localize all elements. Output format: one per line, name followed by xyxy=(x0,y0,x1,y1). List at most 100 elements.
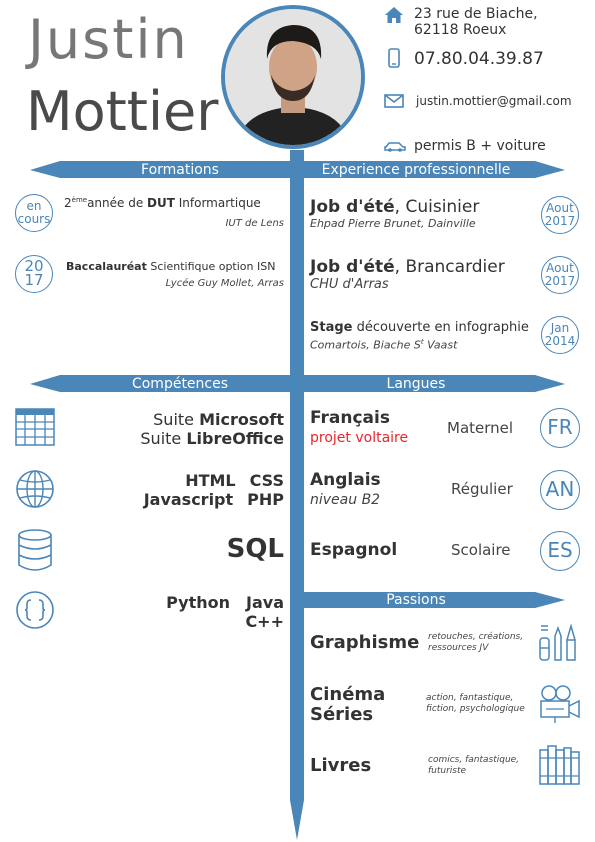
language-code-badge: ES xyxy=(540,531,580,571)
job-title: Job d'été, Cuisinier xyxy=(310,197,479,217)
language-level: Maternel xyxy=(447,419,514,437)
web-skills-row-1: HTML CSS xyxy=(120,471,284,490)
formation-year: 2 xyxy=(64,196,72,210)
badge-year: 2017 xyxy=(544,274,576,288)
passion-name: Graphisme xyxy=(310,632,420,653)
language-note: projet voltaire xyxy=(310,430,409,446)
passion-name: Cinéma Séries xyxy=(310,685,385,725)
job-role: découverte en infographie xyxy=(352,320,529,335)
section-title-competences: Compétences xyxy=(131,376,229,392)
avatar-illustration xyxy=(225,9,361,145)
passion-description: action, fantastique, fiction, psychologiq… xyxy=(426,693,525,715)
badge-month: Jan xyxy=(550,321,570,335)
globe-icon xyxy=(16,470,54,508)
passion-desc-line-1: retouches, créations, xyxy=(428,632,524,642)
address-line-1: 23 rue de Biache, xyxy=(414,6,538,22)
phone-number: 07.80.04.39.87 xyxy=(414,49,544,69)
section-title-formations: Formations xyxy=(141,162,219,178)
job-employer: Ehpad Pierre Brunet, Dainville xyxy=(310,217,476,230)
programming-skills: Python Java C++ xyxy=(120,593,284,631)
web-skills-row-2: Javascript PHP xyxy=(120,490,284,509)
job-employer: CHU d'Arras xyxy=(310,277,389,292)
language-code-badge: FR xyxy=(540,408,580,448)
job-employer-name: Comartois, Biache S xyxy=(310,338,421,352)
film-camera-icon xyxy=(540,685,580,723)
badge-year: 2014 xyxy=(544,334,576,348)
section-title-passions: Passions xyxy=(386,592,446,608)
skill-sql: SQL xyxy=(226,534,284,564)
formation-title: Baccalauréat Scientifique option ISN xyxy=(66,260,275,273)
skill-cpp: C++ xyxy=(245,612,284,631)
first-name: Justin xyxy=(28,8,189,71)
job-employer-sup: t xyxy=(420,338,424,346)
last-name: Mottier xyxy=(26,80,219,143)
badge-line-1: en xyxy=(26,199,42,213)
job-type: Job d'été xyxy=(310,257,395,277)
code-braces-icon xyxy=(16,591,54,629)
job-type: Stage xyxy=(310,320,353,335)
art-tools-icon xyxy=(539,623,576,661)
web-skills: HTML CSS Javascript PHP xyxy=(120,471,284,509)
passion-name-line-1: Cinéma xyxy=(310,684,386,705)
office-prefix: Suite xyxy=(140,429,187,448)
office-suite: Microsoft xyxy=(199,410,284,429)
office-suite: LibreOffice xyxy=(186,429,284,448)
language-level: Régulier xyxy=(451,480,513,498)
skill-java: Java xyxy=(246,593,284,612)
passion-desc-line-1: comics, fantastique, xyxy=(428,755,520,765)
programming-row-2: C++ xyxy=(120,612,284,631)
home-icon xyxy=(385,7,403,23)
passion-desc-line-2: futuriste xyxy=(428,766,467,776)
language-level: Scolaire xyxy=(451,541,511,559)
formation-date-badge: 20 17 xyxy=(15,255,53,293)
passion-description: retouches, créations, ressources JV xyxy=(428,632,523,654)
passion-desc-line-1: action, fantastique, xyxy=(426,693,514,703)
formation-title: 2èmeannée de DUT Informartique xyxy=(64,196,261,210)
badge-line-2: cours xyxy=(17,212,51,226)
car-icon xyxy=(384,142,406,152)
badge-year: 2017 xyxy=(544,214,576,228)
formation-field: Informartique xyxy=(174,196,261,210)
language-code-badge: AN xyxy=(540,470,580,510)
job-title: Job d'été, Brancardier xyxy=(310,257,505,277)
job-title: Stage découverte en infographie xyxy=(310,320,529,335)
formation-school: IUT de Lens xyxy=(225,218,284,229)
skill-php: PHP xyxy=(247,490,284,509)
formation-degree: Baccalauréat xyxy=(66,260,147,273)
language-name: Français xyxy=(310,408,390,428)
profile-photo xyxy=(221,5,365,149)
address-line-2: 62118 Roeux xyxy=(414,22,507,38)
formation-degree: DUT xyxy=(147,196,175,210)
badge-line-1: 20 xyxy=(24,257,44,275)
email: justin.mottier@gmail.com xyxy=(416,94,572,108)
job-date-badge: Aout 2017 xyxy=(541,256,579,294)
office-skills: Suite Microsoft Suite LibreOffice xyxy=(100,410,284,448)
language-name: Espagnol xyxy=(310,540,398,560)
passion-name: Livres xyxy=(310,755,372,776)
skill-css: CSS xyxy=(249,471,284,490)
language-note: niveau B2 xyxy=(310,492,381,508)
office-skill-2: Suite LibreOffice xyxy=(100,429,284,448)
job-role: , Brancardier xyxy=(394,257,505,277)
passion-name-line-2: Séries xyxy=(310,704,374,725)
passion-desc-line-2: ressources JV xyxy=(428,643,489,653)
job-type: Job d'été xyxy=(310,197,395,217)
formation-year-suffix: ème xyxy=(71,196,88,204)
skill-javascript: Javascript xyxy=(143,490,234,509)
passion-desc-line-2: fiction, psychologique xyxy=(426,704,525,714)
job-employer-town: Vaast xyxy=(423,338,458,352)
passion-description: comics, fantastique, futuriste xyxy=(428,755,519,777)
phone-icon xyxy=(388,48,400,68)
badge-month: Aout xyxy=(546,261,574,275)
job-employer: Comartois, Biache St Vaast xyxy=(310,338,457,352)
formation-date-badge: en cours xyxy=(15,194,53,232)
books-icon xyxy=(539,745,580,785)
programming-row-1: Python Java xyxy=(120,593,284,612)
office-prefix: Suite xyxy=(153,410,200,429)
formation-field: Scientifique option ISN xyxy=(146,260,276,273)
office-skill-1: Suite Microsoft xyxy=(100,410,284,429)
job-date-badge: Aout 2017 xyxy=(541,196,579,234)
section-title-langues: Langues xyxy=(386,376,446,392)
address: 23 rue de Biache, 62118 Roeux xyxy=(414,6,538,38)
badge-month: Aout xyxy=(546,201,574,215)
